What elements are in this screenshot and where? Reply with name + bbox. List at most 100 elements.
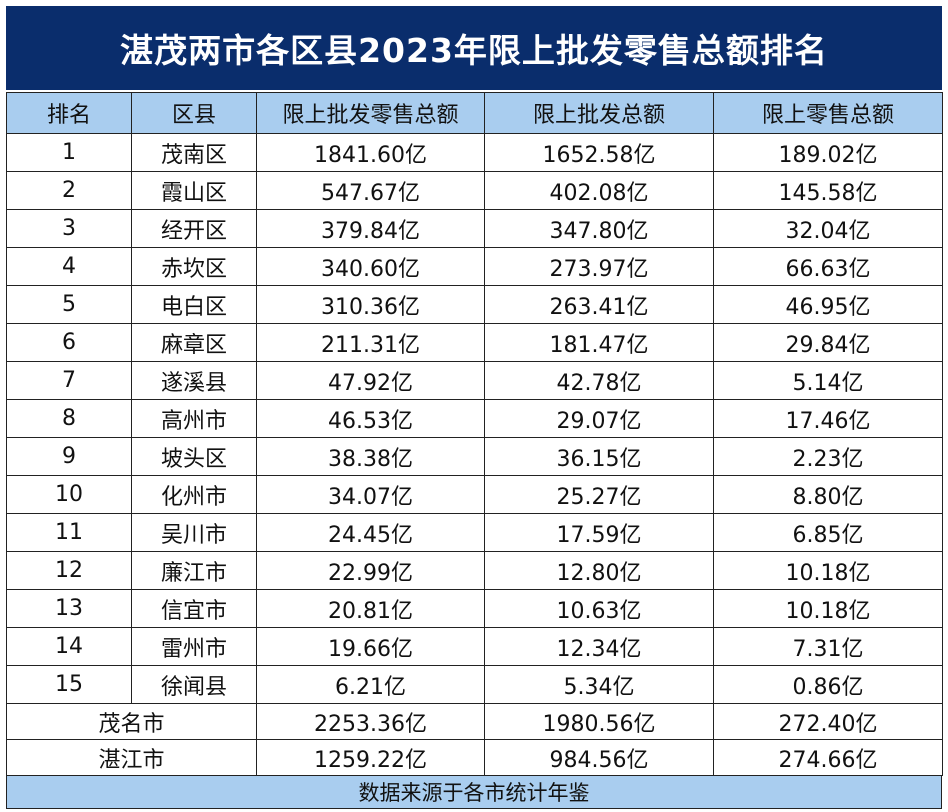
cell-wholesale: 263.41亿 [484, 285, 714, 324]
cell-total: 2253.36亿 [256, 703, 485, 740]
cell-rank: 14 [6, 627, 132, 666]
cell-total: 20.81亿 [256, 589, 485, 628]
cell-rank: 10 [6, 475, 132, 514]
cell-total: 6.21亿 [256, 665, 485, 704]
cell-wholesale: 984.56亿 [484, 739, 714, 776]
table-row: 15 徐闻县 6.21亿 5.34亿 0.86亿 [6, 665, 943, 704]
table-row: 10 化州市 34.07亿 25.27亿 8.80亿 [6, 475, 943, 514]
cell-retail: 46.95亿 [713, 285, 943, 324]
cell-total: 24.45亿 [256, 513, 485, 552]
cell-total: 34.07亿 [256, 475, 485, 514]
city-total-row: 湛江市 1259.22亿 984.56亿 274.66亿 [6, 739, 943, 776]
cell-retail: 5.14亿 [713, 361, 943, 400]
cell-rank: 3 [6, 209, 132, 248]
table-row: 7 遂溪县 47.92亿 42.78亿 5.14亿 [6, 361, 943, 400]
cell-retail: 6.85亿 [713, 513, 943, 552]
table-row: 6 麻章区 211.31亿 181.47亿 29.84亿 [6, 323, 943, 362]
header-row: 排名 区县 限上批发零售总额 限上批发总额 限上零售总额 [6, 92, 943, 134]
cell-rank: 1 [6, 133, 132, 172]
cell-area: 电白区 [131, 285, 257, 324]
cell-retail: 7.31亿 [713, 627, 943, 666]
cell-total: 547.67亿 [256, 171, 485, 210]
cell-city: 茂名市 [6, 703, 257, 740]
cell-total: 19.66亿 [256, 627, 485, 666]
cell-wholesale: 42.78亿 [484, 361, 714, 400]
header-area: 区县 [131, 92, 257, 134]
cell-rank: 13 [6, 589, 132, 628]
table-row: 12 廉江市 22.99亿 12.80亿 10.18亿 [6, 551, 943, 590]
cell-retail: 10.18亿 [713, 551, 943, 590]
cell-area: 霞山区 [131, 171, 257, 210]
table-row: 5 电白区 310.36亿 263.41亿 46.95亿 [6, 285, 943, 324]
source-note: 数据来源于各市统计年鉴 [6, 775, 942, 809]
header-wholesale: 限上批发总额 [484, 92, 714, 134]
cell-retail: 32.04亿 [713, 209, 943, 248]
cell-rank: 2 [6, 171, 132, 210]
cell-area: 化州市 [131, 475, 257, 514]
table-body: 1 茂南区 1841.60亿 1652.58亿 189.02亿 2 霞山区 547.67亿 40… [6, 133, 943, 776]
cell-wholesale: 1980.56亿 [484, 703, 714, 740]
cell-rank: 7 [6, 361, 132, 400]
table-row: 8 高州市 46.53亿 29.07亿 17.46亿 [6, 399, 943, 438]
cell-retail: 10.18亿 [713, 589, 943, 628]
cell-area: 经开区 [131, 209, 257, 248]
cell-area: 坡头区 [131, 437, 257, 476]
cell-retail: 189.02亿 [713, 133, 943, 172]
cell-total: 1841.60亿 [256, 133, 485, 172]
cell-wholesale: 5.34亿 [484, 665, 714, 704]
cell-rank: 8 [6, 399, 132, 438]
cell-wholesale: 25.27亿 [484, 475, 714, 514]
cell-area: 遂溪县 [131, 361, 257, 400]
cell-area: 麻章区 [131, 323, 257, 362]
cell-rank: 4 [6, 247, 132, 286]
table-row: 11 吴川市 24.45亿 17.59亿 6.85亿 [6, 513, 943, 552]
cell-rank: 5 [6, 285, 132, 324]
ranking-table: 排名 区县 限上批发零售总额 限上批发总额 限上零售总额 1 茂南区 1841.60… [6, 92, 943, 776]
cell-wholesale: 29.07亿 [484, 399, 714, 438]
page-title: 湛茂两市各区县2023年限上批发零售总额排名 [6, 6, 942, 90]
header-total: 限上批发零售总额 [256, 92, 485, 134]
cell-retail: 8.80亿 [713, 475, 943, 514]
cell-rank: 9 [6, 437, 132, 476]
cell-area: 赤坎区 [131, 247, 257, 286]
cell-retail: 17.46亿 [713, 399, 943, 438]
cell-area: 雷州市 [131, 627, 257, 666]
cell-wholesale: 12.80亿 [484, 551, 714, 590]
cell-total: 46.53亿 [256, 399, 485, 438]
cell-total: 211.31亿 [256, 323, 485, 362]
cell-rank: 12 [6, 551, 132, 590]
cell-wholesale: 1652.58亿 [484, 133, 714, 172]
city-total-row: 茂名市 2253.36亿 1980.56亿 272.40亿 [6, 703, 943, 740]
cell-area: 高州市 [131, 399, 257, 438]
cell-retail: 29.84亿 [713, 323, 943, 362]
cell-retail: 272.40亿 [713, 703, 943, 740]
cell-retail: 66.63亿 [713, 247, 943, 286]
cell-retail: 0.86亿 [713, 665, 943, 704]
cell-rank: 11 [6, 513, 132, 552]
cell-total: 47.92亿 [256, 361, 485, 400]
table-row: 13 信宜市 20.81亿 10.63亿 10.18亿 [6, 589, 943, 628]
cell-total: 1259.22亿 [256, 739, 485, 776]
cell-area: 茂南区 [131, 133, 257, 172]
cell-area: 吴川市 [131, 513, 257, 552]
table-row: 14 雷州市 19.66亿 12.34亿 7.31亿 [6, 627, 943, 666]
cell-wholesale: 181.47亿 [484, 323, 714, 362]
table-row: 3 经开区 379.84亿 347.80亿 32.04亿 [6, 209, 943, 248]
cell-total: 22.99亿 [256, 551, 485, 590]
cell-total: 310.36亿 [256, 285, 485, 324]
table-row: 2 霞山区 547.67亿 402.08亿 145.58亿 [6, 171, 943, 210]
header-retail: 限上零售总额 [713, 92, 943, 134]
cell-wholesale: 17.59亿 [484, 513, 714, 552]
cell-wholesale: 10.63亿 [484, 589, 714, 628]
cell-retail: 274.66亿 [713, 739, 943, 776]
table-row: 1 茂南区 1841.60亿 1652.58亿 189.02亿 [6, 133, 943, 172]
cell-wholesale: 347.80亿 [484, 209, 714, 248]
cell-wholesale: 12.34亿 [484, 627, 714, 666]
cell-wholesale: 273.97亿 [484, 247, 714, 286]
cell-area: 信宜市 [131, 589, 257, 628]
header-rank: 排名 [6, 92, 132, 134]
table-row: 4 赤坎区 340.60亿 273.97亿 66.63亿 [6, 247, 943, 286]
cell-wholesale: 36.15亿 [484, 437, 714, 476]
cell-area: 徐闻县 [131, 665, 257, 704]
